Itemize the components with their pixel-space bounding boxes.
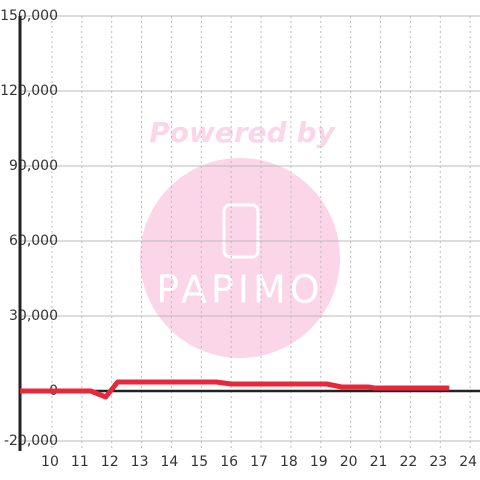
watermark-phone (222, 203, 260, 259)
watermark-logo: PAPIMO (156, 268, 323, 312)
y-tick-label: 150,000 (0, 8, 58, 24)
x-tick-label: 14 (161, 454, 179, 470)
x-tick-label: 24 (459, 454, 477, 470)
y-tick-label: 90,000 (9, 158, 58, 174)
x-tick-label: 12 (101, 454, 119, 470)
x-tick-label: 17 (250, 454, 268, 470)
x-tick-label: 15 (190, 454, 208, 470)
x-tick-label: 13 (131, 454, 149, 470)
y-tick-label: 60,000 (9, 233, 58, 249)
y-tick-label: 30,000 (9, 308, 58, 324)
x-tick-label: 22 (399, 454, 417, 470)
data-line (20, 379, 450, 400)
x-tick-label: 16 (220, 454, 238, 470)
x-tick-label: 11 (71, 454, 89, 470)
x-tick-label: 21 (370, 454, 388, 470)
x-tick-label: 19 (310, 454, 328, 470)
watermark-title: Powered by (149, 116, 336, 149)
y-tick-label: 120,000 (0, 83, 58, 99)
x-tick-label: 20 (340, 454, 358, 470)
y-tick-label: -20,000 (4, 433, 58, 449)
x-tick-label: 18 (280, 454, 298, 470)
x-tick-label: 10 (41, 454, 59, 470)
x-tick-label: 23 (429, 454, 447, 470)
